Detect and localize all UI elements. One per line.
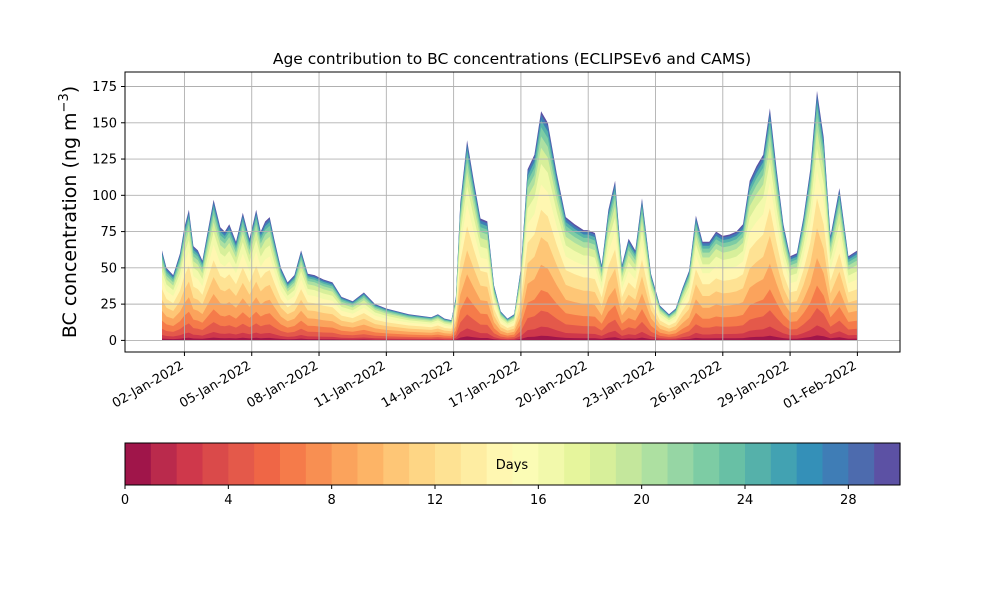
colorbar-cell	[848, 443, 875, 485]
y-tick-label: 75	[100, 225, 117, 240]
y-tick-label: 175	[92, 80, 117, 95]
x-axis: 02-Jan-202205-Jan-202208-Jan-202211-Jan-…	[110, 352, 860, 412]
x-tick-label: 02-Jan-2022	[110, 358, 187, 411]
colorbar-cell	[693, 443, 720, 485]
colorbar-cell	[719, 443, 746, 485]
colorbar-cell	[254, 443, 281, 485]
x-tick-label: 08-Jan-2022	[244, 358, 321, 411]
colorbar-tick-label: 28	[840, 493, 857, 508]
colorbar-tick-label: 16	[530, 493, 547, 508]
y-axis: 0 25 50 75 100 125 150 175	[92, 80, 125, 349]
colorbar-cell	[125, 443, 152, 485]
colorbar-cell	[770, 443, 798, 485]
colorbar-cell	[280, 443, 307, 485]
colorbar-tick-label: 24	[737, 493, 754, 508]
colorbar-cell	[435, 443, 462, 485]
colorbar-cell	[564, 443, 591, 485]
colorbar-cell	[486, 443, 514, 485]
chart-title: Age contribution to BC concentrations (E…	[273, 50, 751, 68]
colorbar-label: Days	[496, 458, 529, 473]
colorbar-ticks: 0 4 8 12 16 20 24 28	[121, 485, 857, 508]
colorbar-cell	[667, 443, 694, 485]
x-tick-label: 17-Jan-2022	[446, 358, 523, 411]
x-tick-label: 29-Jan-2022	[715, 358, 792, 411]
colorbar-cell	[228, 443, 255, 485]
x-tick-label: 23-Jan-2022	[581, 358, 658, 411]
colorbar-frame	[124, 442, 901, 486]
colorbar-cells	[125, 443, 901, 485]
colorbar-cell	[305, 443, 333, 485]
y-axis-label: BC concentration (ng m−3)	[57, 86, 81, 338]
colorbar-tick-label: 0	[121, 493, 129, 508]
age-area-0-1	[162, 335, 858, 341]
areas-layer	[162, 90, 858, 341]
colorbar-cell	[745, 443, 772, 485]
colorbar-tick-label: 20	[633, 493, 650, 508]
colorbar-cell	[512, 443, 539, 485]
colorbar-cell	[176, 443, 204, 485]
colorbar-cell	[590, 443, 617, 485]
colorbar-cell	[383, 443, 410, 485]
colorbar-cell	[409, 443, 436, 485]
colorbar-cell	[202, 443, 229, 485]
plot-frame	[124, 71, 901, 353]
colorbar-tick-label: 8	[328, 493, 336, 508]
colorbar-cell	[874, 443, 901, 485]
x-tick-label: 11-Jan-2022	[312, 358, 389, 411]
colorbar-cell	[615, 443, 643, 485]
plot-area	[124, 71, 901, 353]
y-axis-label-close: )	[59, 86, 81, 93]
colorbar-tick-label: 12	[427, 493, 444, 508]
x-tick-label: 20-Jan-2022	[514, 358, 591, 411]
colorbar-cell	[150, 443, 178, 485]
y-tick-label: 25	[100, 298, 117, 313]
y-tick-label: 150	[92, 116, 117, 131]
colorbar-tick-label: 4	[224, 493, 232, 508]
colorbar-cell	[822, 443, 849, 485]
colorbar-cell	[460, 443, 488, 485]
colorbar-cell	[796, 443, 824, 485]
y-axis-label-main: BC concentration (ng m	[59, 112, 81, 338]
x-tick-label: 01-Feb-2022	[781, 358, 860, 412]
y-tick-label: 100	[92, 189, 117, 204]
x-tick-label: 14-Jan-2022	[379, 358, 456, 411]
colorbar-cell	[331, 443, 359, 485]
x-tick-label: 05-Jan-2022	[177, 358, 254, 411]
grid-layer	[125, 72, 900, 352]
colorbar: Days 0 4 8 12 16 20 24 28	[121, 442, 901, 508]
colorbar-cell	[357, 443, 384, 485]
x-tick-label: 26-Jan-2022	[648, 358, 725, 411]
colorbar-cell	[538, 443, 565, 485]
y-axis-label-superscript: −3	[57, 93, 72, 112]
y-tick-label: 50	[100, 261, 117, 276]
colorbar-cell	[641, 443, 669, 485]
y-tick-label: 125	[92, 153, 117, 168]
y-tick-label: 0	[109, 334, 117, 349]
